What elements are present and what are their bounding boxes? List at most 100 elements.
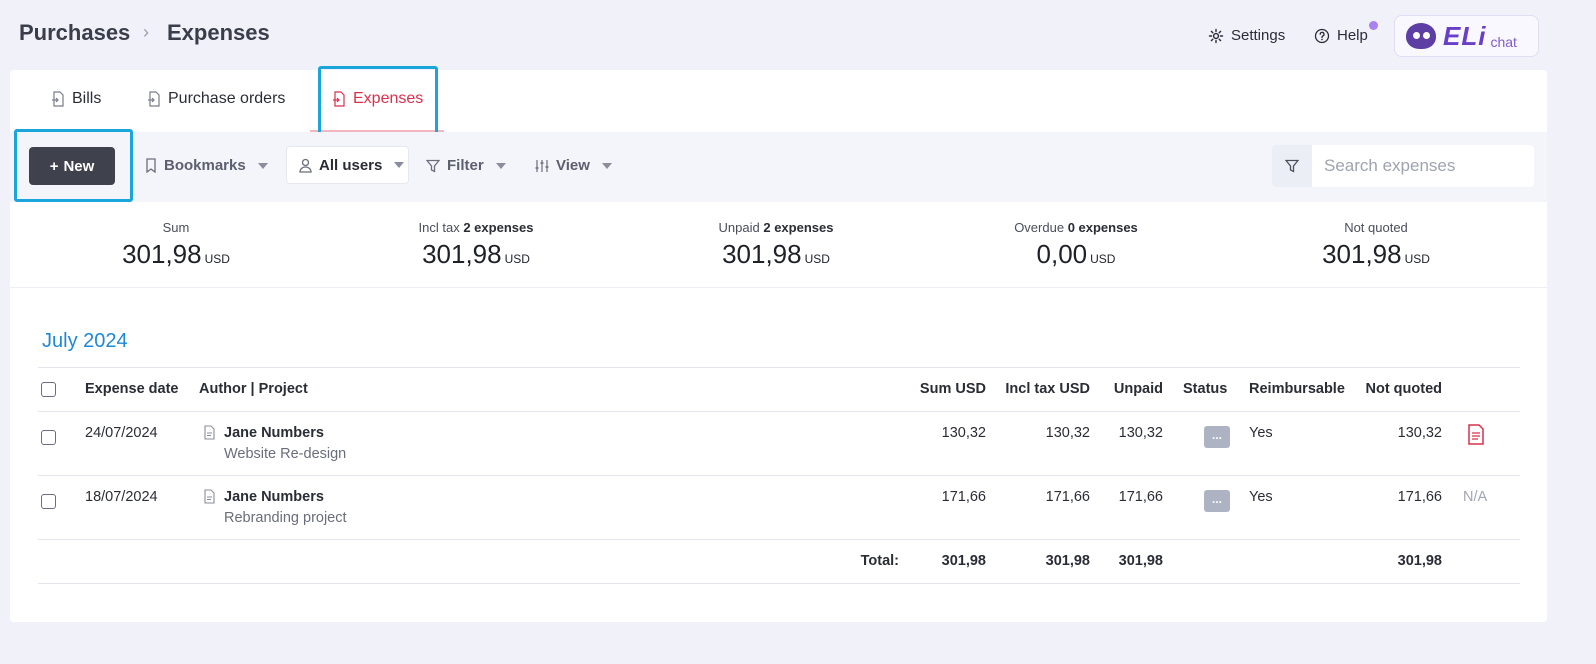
column-header-sum[interactable]: Sum USD xyxy=(919,381,986,397)
sliders-icon xyxy=(535,159,549,172)
unpaid-value: 130,32 xyxy=(1118,425,1163,441)
document-arrow-icon xyxy=(52,91,64,107)
stat-label: Unpaid 2 expenses xyxy=(718,220,834,235)
document-expense-icon xyxy=(333,91,345,107)
column-header-not-quoted[interactable]: Not quoted xyxy=(1365,381,1442,397)
users-label: All users xyxy=(319,156,383,174)
project-name[interactable]: Website Re-design xyxy=(224,446,347,462)
total-unpaid: 301,98 xyxy=(1118,553,1163,569)
toolbar: + New Bookmarks All users Filter View xyxy=(10,129,1547,202)
tab-expenses[interactable]: Expenses xyxy=(332,90,423,108)
eli-chat-label: chat xyxy=(1490,34,1517,50)
tab-purchase-orders[interactable]: Purchase orders xyxy=(147,90,285,108)
project-name[interactable]: Rebranding project xyxy=(224,510,347,526)
stat-value: 301,98 USD xyxy=(1322,239,1430,269)
user-icon xyxy=(299,158,312,173)
receipt-icon xyxy=(204,489,215,504)
chevron-down-icon xyxy=(257,162,268,169)
tab-expenses-label: Expenses xyxy=(353,90,424,107)
reimbursable-value: Yes xyxy=(1249,425,1273,441)
stat-incl-tax: Incl tax 2 expenses 301,98 USD xyxy=(346,220,606,270)
help-icon xyxy=(1314,28,1330,43)
search-input[interactable] xyxy=(1312,145,1532,187)
view-dropdown[interactable]: View xyxy=(535,157,612,174)
divider xyxy=(38,583,1520,584)
eli-mascot-icon xyxy=(1406,23,1436,49)
column-header-status[interactable]: Status xyxy=(1183,381,1228,397)
column-header-incl-tax[interactable]: Incl tax USD xyxy=(1005,381,1090,397)
eli-logo: ELi xyxy=(1443,20,1487,51)
unpaid-value: 171,66 xyxy=(1118,489,1163,505)
help-label: Help xyxy=(1337,27,1368,44)
total-label: Total: xyxy=(860,553,899,569)
stat-label: Sum xyxy=(162,220,190,235)
pdf-icon[interactable] xyxy=(1467,424,1485,445)
notification-dot xyxy=(1369,21,1378,30)
new-expense-button[interactable]: + New xyxy=(29,147,115,185)
tab-purchase-orders-label: Purchase orders xyxy=(168,90,286,107)
column-header-author-project[interactable]: Author | Project xyxy=(199,381,308,397)
expense-date: 24/07/2024 xyxy=(85,425,158,441)
row-checkbox[interactable] xyxy=(41,494,56,509)
stat-label: Not quoted xyxy=(1344,220,1408,235)
author-name[interactable]: Jane Numbers xyxy=(224,425,324,441)
month-heading: July 2024 xyxy=(42,330,128,352)
bookmarks-label: Bookmarks xyxy=(164,157,246,174)
expense-date: 18/07/2024 xyxy=(85,489,158,505)
stat-overdue: Overdue 0 expenses 0,00 USD xyxy=(946,220,1206,270)
active-tab-underline xyxy=(310,130,444,132)
tab-bills[interactable]: Bills xyxy=(51,90,101,108)
status-badge[interactable]: ... xyxy=(1204,426,1230,448)
stat-unpaid: Unpaid 2 expenses 301,98 USD xyxy=(646,220,906,270)
users-dropdown[interactable]: All users xyxy=(286,146,409,184)
help-link[interactable]: Help xyxy=(1314,27,1368,44)
bookmark-icon xyxy=(146,158,156,173)
chevron-down-icon xyxy=(601,162,612,169)
tab-highlight-frame xyxy=(318,66,438,135)
gear-icon xyxy=(1208,28,1224,43)
top-bar: Purchases › Expenses Settings Help ELi c… xyxy=(0,0,1596,66)
total-sum: 301,98 xyxy=(941,553,986,569)
divider xyxy=(38,411,1520,412)
total-not-quoted: 301,98 xyxy=(1397,553,1442,569)
sum-value: 171,66 xyxy=(941,489,986,505)
row-checkbox[interactable] xyxy=(41,430,56,445)
stat-not-quoted: Not quoted 301,98 USD xyxy=(1246,220,1506,270)
document-arrow-icon xyxy=(148,91,160,107)
column-header-reimbursable[interactable]: Reimbursable xyxy=(1249,381,1345,397)
select-all-checkbox[interactable] xyxy=(41,382,56,397)
plus-icon: + xyxy=(49,157,59,175)
receipt-icon xyxy=(204,425,215,440)
total-incl-tax: 301,98 xyxy=(1045,553,1090,569)
tab-bar: Bills Purchase orders Expenses xyxy=(10,66,1547,135)
stat-value: 301,98 USD xyxy=(422,239,530,269)
column-header-date[interactable]: Expense date xyxy=(85,381,179,397)
eli-chat-button[interactable]: ELi chat xyxy=(1394,15,1539,57)
sum-value: 130,32 xyxy=(941,425,986,441)
search-filter-button[interactable] xyxy=(1272,145,1312,187)
author-name[interactable]: Jane Numbers xyxy=(224,489,324,505)
breadcrumb-purchases[interactable]: Purchases xyxy=(19,20,131,45)
stat-label: Overdue 0 expenses xyxy=(1014,220,1138,235)
filter-icon xyxy=(426,159,440,173)
settings-label: Settings xyxy=(1231,27,1286,44)
settings-link[interactable]: Settings xyxy=(1208,27,1285,44)
bookmarks-dropdown[interactable]: Bookmarks xyxy=(145,157,268,174)
search-box xyxy=(1272,145,1534,187)
stat-sum: Sum 301,98 USD xyxy=(46,220,306,270)
not-quoted-value: 130,32 xyxy=(1397,425,1442,441)
breadcrumb-separator-icon: › xyxy=(143,22,149,42)
incl-tax-value: 171,66 xyxy=(1045,489,1090,505)
reimbursable-value: Yes xyxy=(1249,489,1273,505)
chevron-down-icon xyxy=(495,162,506,169)
divider xyxy=(38,367,1520,368)
new-button-highlight-frame xyxy=(14,129,133,202)
expenses-card: Bills Purchase orders Expenses + New Boo… xyxy=(10,66,1547,622)
status-badge[interactable]: ... xyxy=(1204,490,1230,512)
filter-dropdown[interactable]: Filter xyxy=(426,157,506,174)
chevron-down-icon xyxy=(394,162,405,168)
not-quoted-value: 171,66 xyxy=(1397,489,1442,505)
stat-label: Incl tax 2 expenses xyxy=(418,220,534,235)
column-header-unpaid[interactable]: Unpaid xyxy=(1113,381,1163,397)
filter-label: Filter xyxy=(447,157,484,174)
